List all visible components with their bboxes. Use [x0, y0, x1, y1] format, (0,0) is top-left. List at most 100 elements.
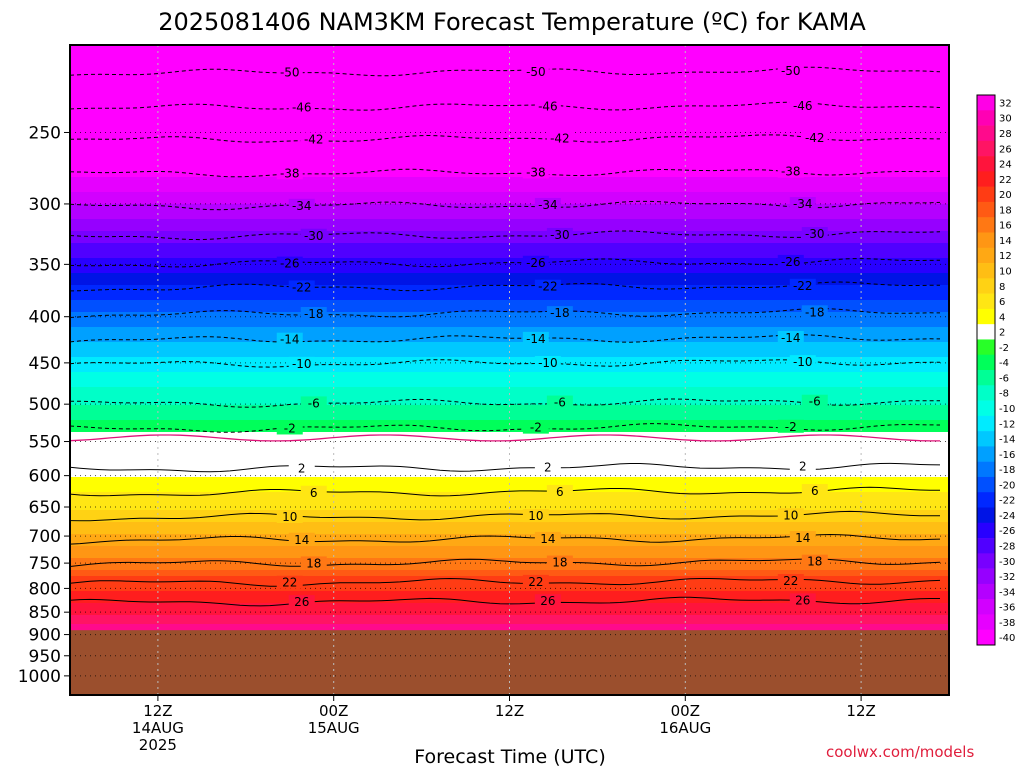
colorbar-swatch [977, 156, 995, 172]
colorbar-label: 24 [999, 160, 1012, 171]
temperature-band [70, 336, 949, 340]
temperature-band [70, 438, 949, 442]
credit-link[interactable]: coolwx.com/models [826, 743, 974, 761]
contour-label-bg [276, 509, 303, 523]
temperature-band [70, 198, 949, 202]
colorbar-label: -10 [999, 404, 1015, 415]
temperature-band [70, 486, 949, 490]
contour-label-bg [534, 197, 561, 211]
temperature-band [70, 150, 949, 154]
contour-label: 14 [294, 533, 309, 547]
temperature-band [70, 234, 949, 238]
contour-label: 6 [811, 484, 819, 498]
contour-label-bg [534, 531, 561, 545]
temperature-band [70, 186, 949, 190]
temperature-band [70, 48, 949, 52]
contour-label-bg [534, 99, 561, 113]
x-tick-label: 15AUG [308, 719, 360, 737]
colorbar-label: 4 [999, 312, 1005, 323]
colorbar-swatch [977, 507, 995, 524]
colorbar-label: -18 [999, 465, 1015, 476]
contour-label-bg [288, 595, 315, 609]
colorbar-label: -24 [999, 511, 1015, 522]
contour-label: -18 [304, 307, 324, 321]
temperature-band [70, 606, 949, 610]
contour-line [70, 281, 940, 292]
colorbar-label: 12 [999, 251, 1012, 262]
temperature-band [70, 618, 949, 622]
colorbar-swatch [977, 568, 995, 585]
contour-label: -38 [526, 165, 546, 179]
y-tick-label: 300 [29, 195, 61, 215]
colorbar-swatch [977, 538, 995, 554]
temperature-band [70, 612, 949, 616]
contour-label: -22 [793, 279, 813, 293]
temperature-band [70, 126, 949, 130]
colorbar-label: 32 [999, 98, 1012, 109]
colorbar-swatch [977, 415, 995, 432]
colorbar-label: -12 [999, 419, 1015, 430]
temperature-band [70, 366, 949, 370]
temperature-band [70, 102, 949, 106]
colorbar-label: -16 [999, 450, 1015, 461]
colorbar-label: -34 [999, 587, 1015, 598]
contour-label: -10 [292, 357, 312, 371]
contour-label: -42 [805, 131, 825, 145]
temperature-band [70, 252, 949, 256]
contour-label: -10 [793, 355, 813, 369]
x-tick-label: 00Z [671, 702, 700, 720]
contour-label: -10 [538, 356, 558, 370]
contour-label: -38 [781, 165, 801, 179]
temperature-band [70, 222, 949, 226]
y-tick-label: 550 [29, 433, 61, 453]
contour-label: 18 [807, 555, 822, 569]
temperature-band [70, 60, 949, 64]
colorbar-swatch [977, 614, 995, 631]
contour-label-bg [522, 64, 549, 78]
temperature-band [70, 540, 949, 544]
x-tick-label: 14AUG [132, 719, 184, 737]
temperature-band [70, 396, 949, 400]
temperature-band [70, 378, 949, 382]
temperature-band [70, 600, 949, 604]
contour-label: 18 [306, 556, 321, 570]
colorbar-label: 26 [999, 144, 1012, 155]
colorbar-swatch [977, 324, 995, 340]
colorbar-swatch [977, 599, 995, 615]
contour-label-bg [288, 198, 315, 212]
temperature-band [70, 306, 949, 310]
contour-label-bg [522, 574, 549, 588]
contour-label-bg [801, 554, 828, 568]
temperature-band [70, 588, 949, 592]
colorbar-swatch [977, 140, 995, 157]
contour-label-bg [789, 593, 816, 607]
contour-label-bg [276, 166, 303, 180]
contour-label: -50 [526, 65, 546, 79]
temperature-band [70, 138, 949, 142]
contour-line [70, 200, 941, 211]
colorbar-swatch [977, 476, 995, 493]
contour-label-bg [534, 279, 561, 293]
colorbar-swatch [977, 553, 995, 569]
y-tick-label: 900 [29, 626, 61, 646]
contour-label-bg [789, 355, 816, 369]
contour-line [70, 307, 941, 318]
contour-label: -14 [280, 333, 300, 347]
contour-label: -46 [793, 99, 813, 113]
contour-label: -26 [280, 257, 300, 271]
colorbar-swatch [977, 583, 995, 600]
contour-label: 26 [795, 593, 810, 607]
contour-label: 26 [540, 594, 555, 608]
temperature-band [70, 558, 949, 562]
contour-label-bg [777, 419, 804, 433]
colorbar-swatch [977, 629, 995, 646]
colorbar-swatch [977, 308, 995, 325]
colorbar-label: -30 [999, 557, 1015, 568]
contour-line [70, 558, 941, 567]
contour-line [70, 398, 941, 408]
contour-label-bg [777, 574, 804, 588]
contour-label-bg [300, 228, 327, 242]
plot-area [70, 45, 949, 695]
temperature-band [70, 144, 949, 148]
